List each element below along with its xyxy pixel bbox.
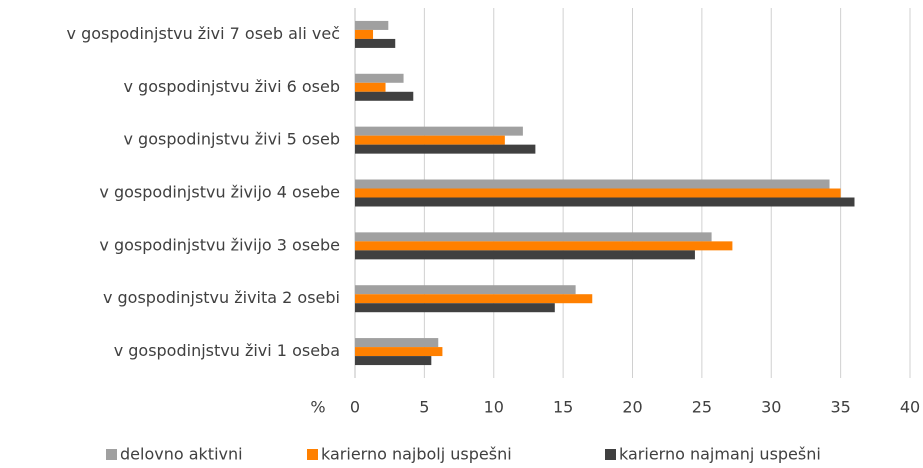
bar xyxy=(355,250,695,260)
bar xyxy=(355,303,555,313)
y-tick-label: v gospodinjstvu živi 5 oseb xyxy=(123,130,340,149)
legend-swatch xyxy=(106,449,117,460)
x-tick-label: 40 xyxy=(900,398,920,417)
legend-swatch xyxy=(605,449,616,460)
bar xyxy=(355,82,386,92)
bar xyxy=(355,285,576,295)
y-tick-label: v gospodinjstvu živijo 3 osebe xyxy=(99,235,340,254)
bar xyxy=(355,73,404,83)
bar xyxy=(355,20,389,30)
bar xyxy=(355,135,505,145)
y-tick-label: v gospodinjstvu živi 7 oseb ali več xyxy=(67,24,340,43)
bar xyxy=(355,294,593,304)
x-tick-label: 30 xyxy=(761,398,781,417)
bar xyxy=(355,144,536,154)
x-tick-label: 20 xyxy=(622,398,642,417)
legend-label: delovno aktivni xyxy=(120,445,243,464)
x-tick-label: 35 xyxy=(830,398,850,417)
x-tick-label: 10 xyxy=(484,398,504,417)
bar xyxy=(355,91,414,101)
bar xyxy=(355,241,733,251)
y-tick-label: v gospodinjstvu živi 6 oseb xyxy=(123,77,340,96)
x-tick-label: 5 xyxy=(419,398,429,417)
y-tick-label: v gospodinjstvu živi 1 oseba xyxy=(114,341,340,360)
bar xyxy=(355,338,439,348)
bar xyxy=(355,347,443,357)
bar xyxy=(355,38,396,48)
x-tick-label: 25 xyxy=(692,398,712,417)
x-axis-label: % xyxy=(310,398,325,417)
y-tick-label: v gospodinjstvu živita 2 osebi xyxy=(103,288,340,307)
bar xyxy=(355,232,712,242)
bar xyxy=(355,179,830,189)
bar xyxy=(355,188,841,198)
x-tick-label: 15 xyxy=(553,398,573,417)
bar xyxy=(355,29,374,39)
bar xyxy=(355,197,855,207)
bar xyxy=(355,126,523,136)
x-tick-label: 0 xyxy=(350,398,360,417)
legend-label: karierno najmanj uspešni xyxy=(619,445,821,464)
y-tick-label: v gospodinjstvu živijo 4 osebe xyxy=(99,183,340,202)
legend-swatch xyxy=(307,449,318,460)
bar xyxy=(355,356,432,366)
legend-label: karierno najbolj uspešni xyxy=(321,445,512,464)
